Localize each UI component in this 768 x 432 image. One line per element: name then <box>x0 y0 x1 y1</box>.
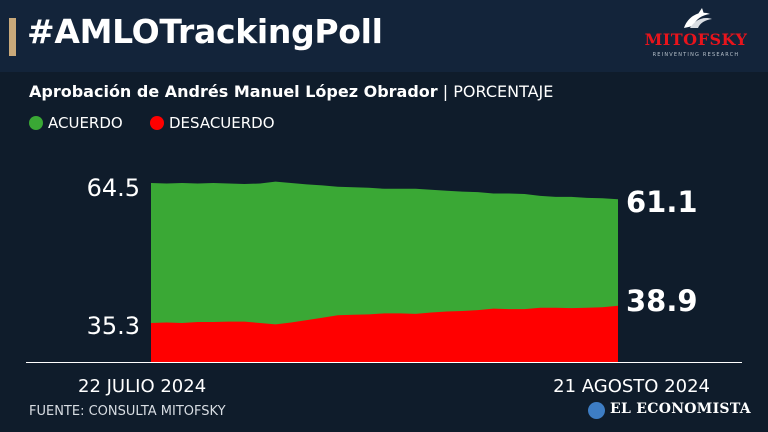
legend-label-acuerdo: ACUERDO <box>48 114 123 132</box>
mitofsky-logo: MITOFSKY REINVENTING RESEARCH <box>640 6 752 64</box>
logo-name: MITOFSKY <box>644 30 748 49</box>
brand-text: EL ECONOMISTA <box>610 401 751 417</box>
legend-dot-desacuerdo <box>150 116 164 130</box>
subtitle-unit: PORCENTAJE <box>453 82 554 101</box>
footer-source: FUENTE: CONSULTA MITOFSKY <box>29 404 226 419</box>
chart-subtitle: Aprobación de Andrés Manuel López Obrado… <box>29 82 553 101</box>
legend-dot-acuerdo <box>29 116 43 130</box>
y-tick-label-bottom: 35.3 <box>87 312 140 340</box>
end-label-acuerdo: 61.1 <box>626 185 698 219</box>
logo-emblem-icon <box>684 8 712 28</box>
y-tick-label-top: 64.5 <box>87 174 140 202</box>
subtitle-main: Aprobación de Andrés Manuel López Obrado… <box>29 82 438 101</box>
el-economista-logo: EL ECONOMISTA <box>588 401 751 421</box>
x-label-start: 22 JULIO 2024 <box>78 376 206 397</box>
x-label-end: 21 AGOSTO 2024 <box>553 376 710 397</box>
accent-bar <box>9 18 16 56</box>
subtitle-separator: | <box>437 82 454 101</box>
logo-tagline: REINVENTING RESEARCH <box>652 52 740 58</box>
series-area-desacuerdo <box>151 305 618 362</box>
legend-label-desacuerdo: DESACUERDO <box>169 114 275 132</box>
header-bar: #AMLOTrackingPoll MITOFSKY REINVENTING R… <box>0 0 768 72</box>
globe-icon <box>588 402 605 419</box>
end-label-desacuerdo: 38.9 <box>626 284 698 318</box>
page-title: #AMLOTrackingPoll <box>27 12 383 51</box>
